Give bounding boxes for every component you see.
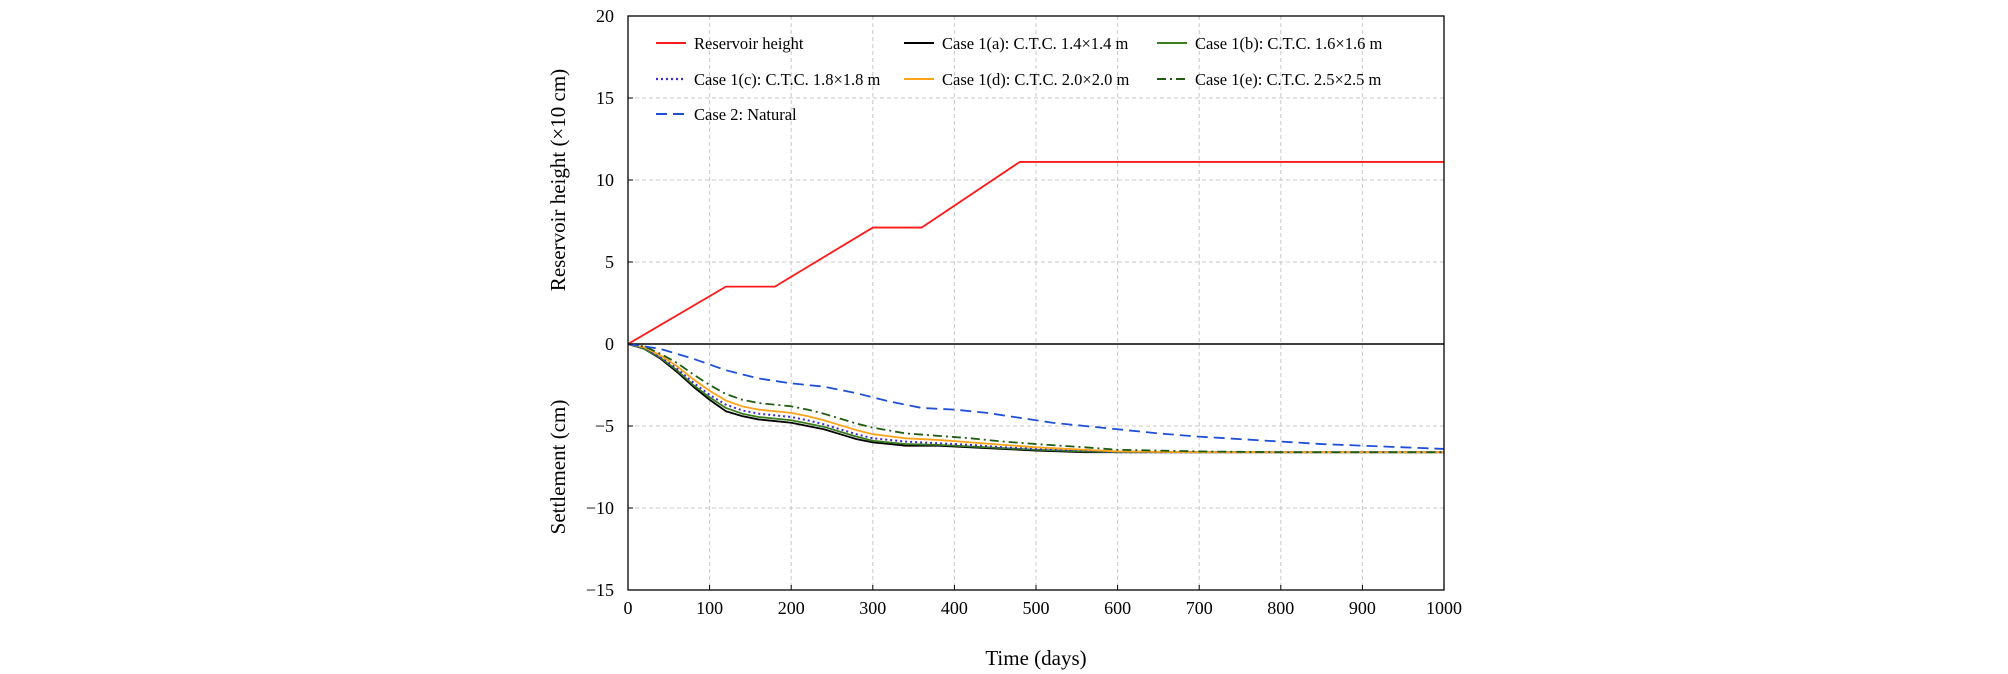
x-tick-label: 600 (1104, 598, 1131, 618)
grid-lines (628, 16, 1444, 590)
y-tick-label: 15 (596, 88, 614, 108)
y-tick-label: 5 (605, 252, 614, 272)
legend: Reservoir height Case 1(a): C.T.C. 1.4×1.… (656, 34, 1382, 124)
legend-label-1: Case 1(a): C.T.C. 1.4×1.4 m (942, 34, 1129, 53)
y-axis-label-reservoir: Reservoir height (×10 cm) (546, 69, 570, 291)
x-tick-label: 900 (1349, 598, 1376, 618)
x-tick-label: 500 (1023, 598, 1050, 618)
series-line-4 (627, 343, 1444, 454)
legend-label-4: Case 1(d): C.T.C. 2.0×2.0 m (942, 70, 1129, 89)
legend-label-0: Reservoir height (694, 34, 804, 53)
y-axis-label-settlement: Settlement (cm) (546, 400, 570, 535)
x-tick-label: 1000 (1426, 598, 1462, 618)
legend-label-6: Case 2: Natural (694, 105, 797, 124)
legend-label-3: Case 1(c): C.T.C. 1.8×1.8 m (694, 70, 881, 89)
x-tick-label: 100 (696, 598, 723, 618)
x-axis-ticks: 0 100 200 300 400 500 600 700 800 900 1000 (624, 585, 1462, 618)
y-tick-label: 0 (605, 334, 614, 354)
series-line-5 (627, 343, 1444, 454)
x-tick-label: 800 (1267, 598, 1294, 618)
y-tick-label: −10 (586, 498, 614, 518)
x-tick-label: 0 (624, 598, 633, 618)
y-tick-label: −5 (595, 416, 614, 436)
y-tick-label: 10 (596, 170, 614, 190)
series-lines (627, 161, 1445, 454)
x-tick-label: 400 (941, 598, 968, 618)
x-tick-label: 200 (778, 598, 805, 618)
legend-label-2: Case 1(b): C.T.C. 1.6×1.6 m (1195, 34, 1382, 53)
legend-label-5: Case 1(e): C.T.C. 2.5×2.5 m (1195, 70, 1382, 89)
x-tick-label: 700 (1186, 598, 1213, 618)
y-tick-label: −15 (586, 580, 614, 600)
y-axis-ticks: −15 −10 −5 0 5 10 15 20 (586, 6, 633, 600)
series-line-0 (627, 161, 1444, 345)
x-axis-label: Time (days) (985, 646, 1086, 670)
series-line-6 (627, 343, 1445, 450)
y-tick-label: 20 (596, 6, 614, 26)
x-tick-label: 300 (859, 598, 886, 618)
